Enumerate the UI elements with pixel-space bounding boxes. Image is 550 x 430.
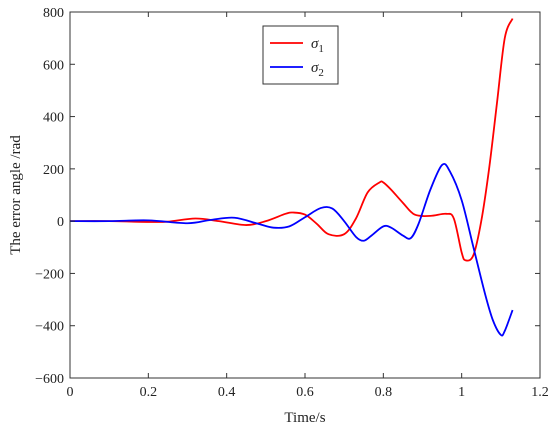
x-tick-label: 0.2: [140, 385, 158, 400]
x-tick-label: 1.2: [531, 385, 549, 400]
y-tick-label: 800: [43, 6, 64, 21]
x-tick-label: 1: [458, 385, 465, 400]
x-tick-label: 0.8: [375, 385, 393, 400]
x-tick-label: 0.4: [218, 385, 236, 400]
x-tick-label: 0.6: [296, 385, 314, 400]
y-tick-label: −600: [35, 372, 64, 387]
y-axis-title: The error angle /rad: [8, 135, 24, 255]
y-tick-label: 200: [43, 163, 64, 178]
x-axis-title: Time/s: [284, 410, 325, 426]
x-tick-label: 0: [67, 385, 74, 400]
y-tick-label: 400: [43, 111, 64, 126]
y-tick-label: −200: [35, 267, 64, 282]
y-tick-label: 0: [57, 215, 64, 230]
series-line-sigma-2: [70, 164, 513, 336]
y-tick-label: 600: [43, 58, 64, 73]
legend-label-subscript: 2: [318, 67, 324, 79]
y-tick-label: −400: [35, 320, 64, 335]
legend-label-subscript: 1: [318, 43, 324, 55]
legend-box: [263, 26, 338, 84]
